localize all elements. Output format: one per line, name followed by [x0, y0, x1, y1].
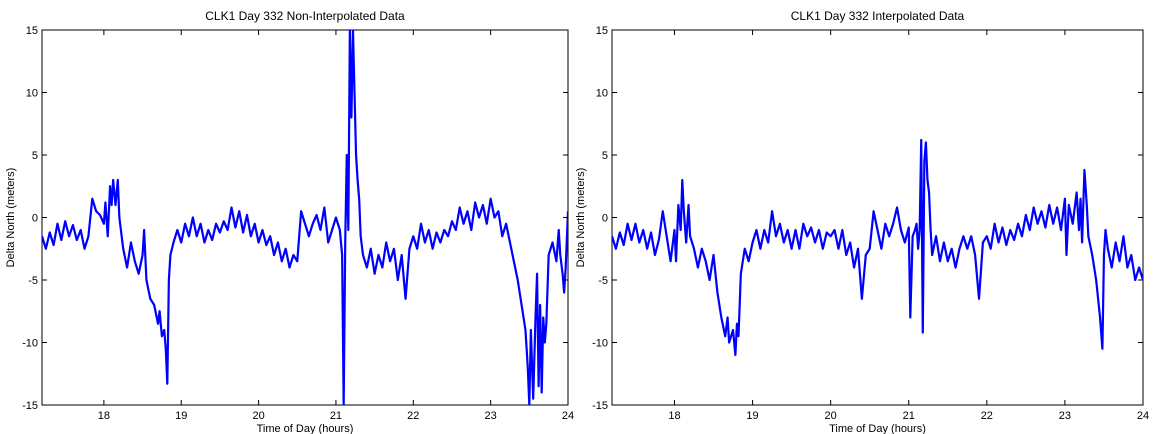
left-series-line [42, 30, 568, 405]
right-x-tick-label: 18 [668, 410, 680, 422]
right-chart: 18 19 20 21 22 23 24 -15 -10 -5 0 5 10 15 CLK1 Day 3… [575, 9, 1149, 434]
right-chart-title: CLK1 Day 332 Interpolated Data [791, 9, 965, 23]
right-x-ticks: 18 19 20 21 22 23 24 [668, 30, 1149, 422]
left-chart: 18 19 20 21 22 23 24 -15 -10 -5 0 5 10 15 CLK1 Day 3… [5, 9, 574, 434]
left-y-axis-label: Delta North (meters) [5, 168, 17, 268]
left-y-tick-label: 15 [26, 25, 38, 37]
left-x-axis-label: Time of Day (hours) [257, 423, 354, 434]
left-y-tick-label: 0 [32, 213, 38, 225]
right-y-tick-label: -15 [592, 400, 608, 412]
right-series-line [612, 138, 1143, 357]
right-y-ticks: -15 -10 -5 0 5 10 15 [592, 25, 1143, 412]
left-x-tick-label: 23 [485, 410, 497, 422]
right-x-tick-label: 22 [981, 410, 993, 422]
left-y-tick-label: -10 [22, 338, 38, 350]
left-x-tick-label: 20 [252, 410, 264, 422]
left-y-tick-label: -15 [22, 400, 38, 412]
left-y-ticks: -15 -10 -5 0 5 10 15 [22, 25, 568, 412]
left-x-tick-label: 19 [175, 410, 187, 422]
left-series-group [42, 30, 568, 405]
left-x-tick-label: 24 [562, 410, 574, 422]
left-x-ticks: 18 19 20 21 22 23 24 [98, 30, 574, 422]
right-y-axis-label: Delta North (meters) [575, 168, 587, 268]
right-y-tick-label: -10 [592, 338, 608, 350]
left-x-tick-label: 18 [98, 410, 110, 422]
right-series-group [612, 138, 1143, 357]
left-y-tick-label: -5 [28, 275, 38, 287]
left-y-tick-label: 5 [32, 150, 38, 162]
left-x-tick-label: 21 [330, 410, 342, 422]
right-x-tick-label: 21 [903, 410, 915, 422]
right-x-tick-label: 19 [746, 410, 758, 422]
right-y-tick-label: -5 [598, 275, 608, 287]
right-y-tick-label: 10 [596, 88, 608, 100]
left-plot-area [41, 29, 569, 406]
right-x-tick-label: 20 [825, 410, 837, 422]
right-x-tick-label: 24 [1137, 410, 1149, 422]
right-y-tick-label: 15 [596, 25, 608, 37]
right-x-axis-label: Time of Day (hours) [829, 423, 926, 434]
left-chart-title: CLK1 Day 332 Non-Interpolated Data [205, 9, 405, 23]
right-x-tick-label: 23 [1059, 410, 1071, 422]
left-y-tick-label: 10 [26, 88, 38, 100]
left-x-tick-label: 22 [407, 410, 419, 422]
right-y-tick-label: 0 [602, 213, 608, 225]
right-y-tick-label: 5 [602, 150, 608, 162]
